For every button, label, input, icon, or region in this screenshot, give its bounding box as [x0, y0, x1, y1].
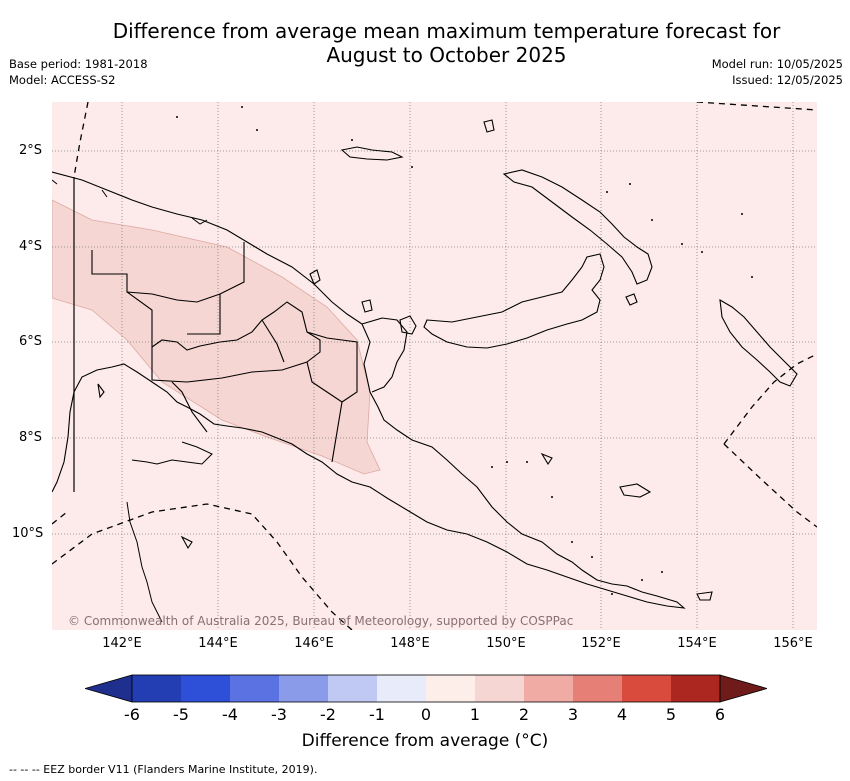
- lat-label-6s: 6°S: [19, 334, 43, 349]
- lat-label-10s: 10°S: [12, 526, 44, 541]
- colorbar-border: [131, 674, 721, 703]
- new-ireland: [502, 169, 653, 285]
- colorbar-tick-label: 5: [665, 705, 677, 724]
- lon-label-156e: 156°E: [773, 636, 813, 651]
- colorbar-segment: [377, 675, 426, 702]
- colorbar-tick-label: 3: [567, 705, 579, 724]
- colorbar-tick-label: -3: [271, 705, 287, 724]
- new-guinea-coast: [52, 171, 686, 609]
- colorbar-segment: [475, 675, 524, 702]
- title-line-1: Difference from average mean maximum tem…: [112, 19, 781, 43]
- colorbar-segment: [279, 675, 328, 702]
- graticule: [52, 102, 817, 630]
- colorbar-tick-label: -6: [124, 705, 140, 724]
- meta-right: Model run: 10/05/2025 Issued: 12/05/2025: [712, 56, 843, 88]
- minor-islands: [176, 106, 753, 595]
- colorbar-segment: [132, 675, 181, 702]
- colorbar-extend-low: [85, 674, 133, 703]
- base-period: Base period: 1981-2018: [9, 57, 148, 71]
- colorbar: [85, 674, 767, 703]
- colorbar-tick-label: 1: [469, 705, 481, 724]
- colorbar-segment: [181, 675, 230, 702]
- colorbar-tick-label: 0: [420, 705, 432, 724]
- issued-date: Issued: 12/05/2025: [732, 73, 843, 87]
- colorbar-segment: [573, 675, 622, 702]
- lat-label-8s: 8°S: [19, 430, 43, 445]
- new-britain: [423, 253, 605, 349]
- colorbar-segment: [426, 675, 475, 702]
- map-frame: © Commonwealth of Australia 2025, Bureau…: [52, 102, 817, 630]
- northern-coast-detail: [52, 179, 208, 225]
- lon-label-152e: 152°E: [581, 636, 621, 651]
- colorbar-tick-label: 6: [714, 705, 726, 724]
- colorbar-tick-label: -2: [320, 705, 336, 724]
- meta-left: Base period: 1981-2018 Model: ACCESS-S2: [9, 56, 148, 88]
- lon-label-150e: 150°E: [486, 636, 526, 651]
- lon-label-154e: 154°E: [677, 636, 717, 651]
- copyright-notice: © Commonwealth of Australia 2025, Bureau…: [68, 614, 574, 628]
- lon-label-142e: 142°E: [102, 636, 142, 651]
- colorbar-tick-label: -4: [222, 705, 238, 724]
- map-svg: [52, 102, 817, 630]
- eez-footnote: -- -- -- EEZ border V11 (Flanders Marine…: [9, 763, 318, 776]
- colorbar-segment: [524, 675, 573, 702]
- lon-label-146e: 146°E: [294, 636, 334, 651]
- lat-label-2s: 2°S: [19, 143, 43, 158]
- coastline: [52, 119, 798, 609]
- title-line-2: August to October 2025: [326, 43, 567, 67]
- model-run: Model run: 10/05/2025: [711, 57, 843, 71]
- chart-title: Difference from average mean maximum tem…: [0, 19, 850, 67]
- anomaly-region-1-2: [52, 199, 381, 475]
- model-name: Model: ACCESS-S2: [9, 73, 116, 87]
- colorbar-segment: [230, 675, 279, 702]
- colorbar-segment: [328, 675, 377, 702]
- colorbar-tick-label: -1: [369, 705, 385, 724]
- lat-label-4s: 4°S: [19, 239, 43, 254]
- colorbar-extend-high: [719, 674, 767, 703]
- long-island: [399, 315, 417, 335]
- bougainville: [719, 298, 798, 387]
- colorbar-label: Difference from average (°C): [301, 731, 549, 751]
- colorbar-tick-label: 4: [616, 705, 628, 724]
- manus-island: [340, 146, 404, 161]
- lon-label-148e: 148°E: [390, 636, 430, 651]
- colorbar-tick-label: -5: [173, 705, 189, 724]
- eez-borders: [52, 102, 817, 630]
- lon-label-144e: 144°E: [198, 636, 238, 651]
- colorbar-tick-label: 2: [518, 705, 530, 724]
- southern-coast-detail: [126, 441, 213, 623]
- colorbar-segment: [671, 675, 720, 702]
- colorbar-segment: [622, 675, 671, 702]
